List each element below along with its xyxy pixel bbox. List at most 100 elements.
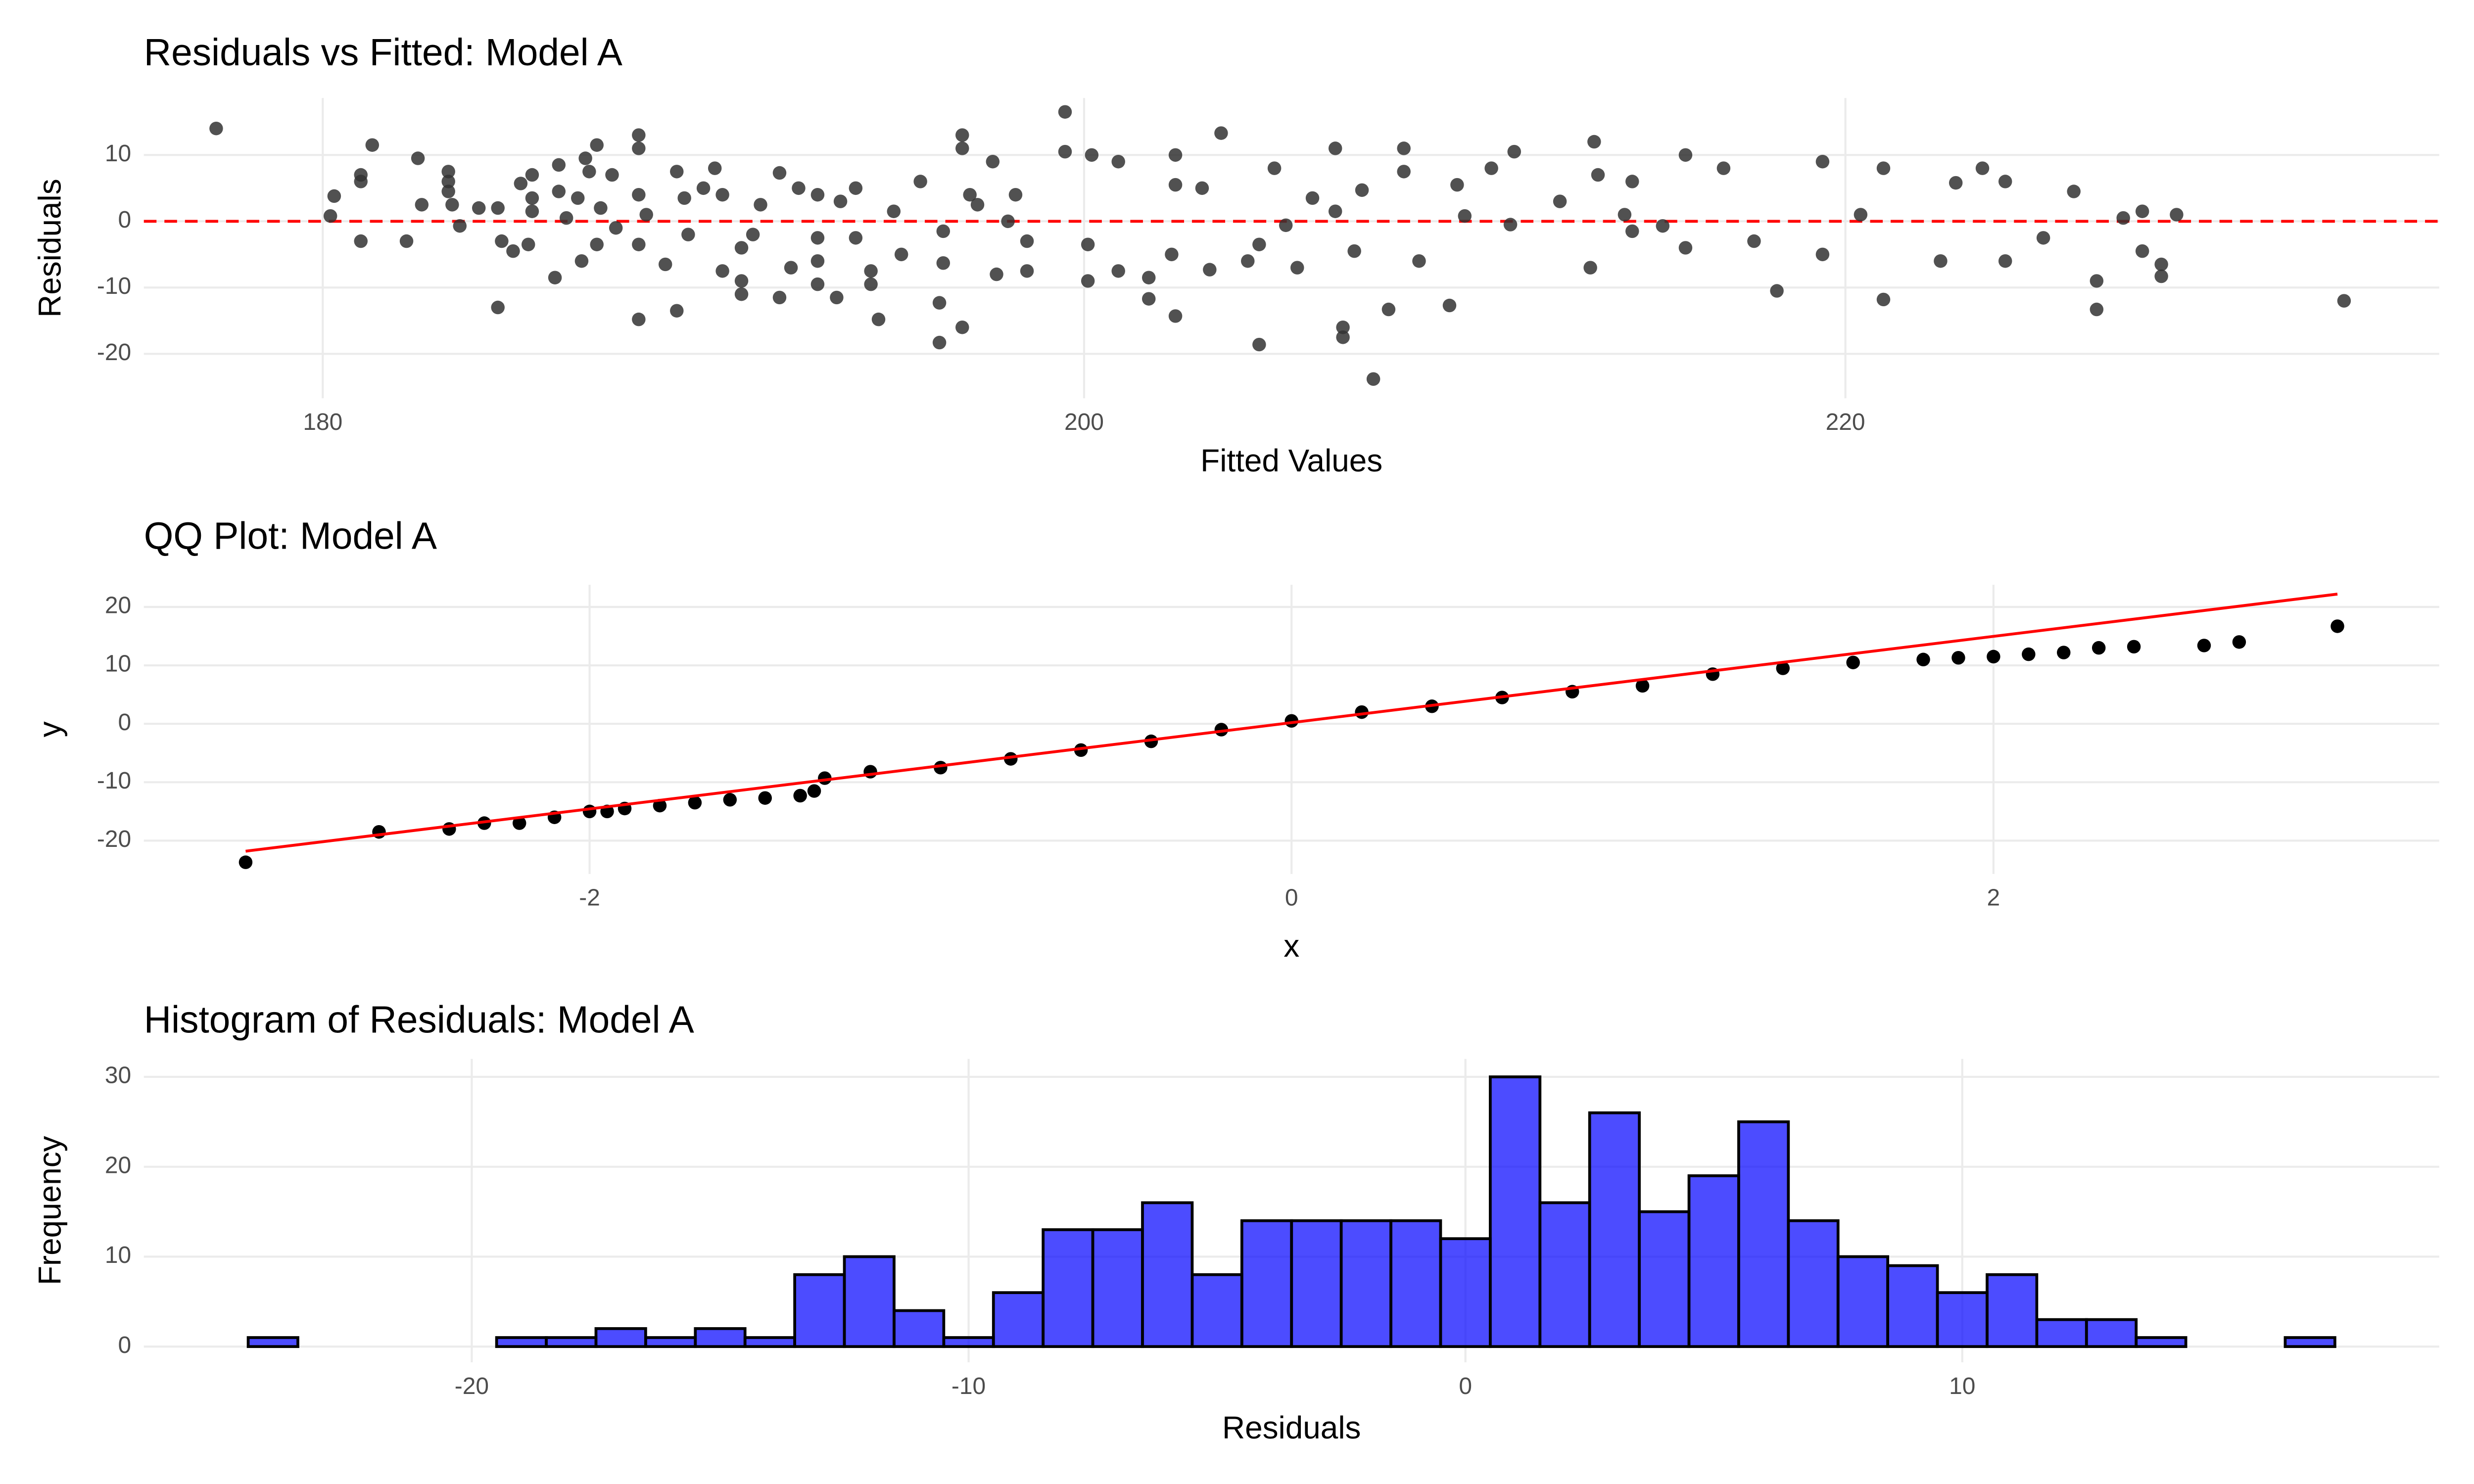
- y-tick-label: 20: [105, 593, 131, 619]
- bar: [793, 1273, 846, 1348]
- point: [1111, 154, 1125, 169]
- point: [1081, 274, 1095, 288]
- y-tick-label: 10: [105, 1242, 131, 1268]
- point: [1165, 247, 1179, 262]
- bar: [1141, 1201, 1194, 1348]
- point: [1876, 292, 1891, 307]
- point: [1747, 234, 1761, 248]
- point: [354, 175, 368, 188]
- point: [559, 211, 573, 225]
- point: [548, 271, 562, 284]
- point: [574, 254, 589, 268]
- bar: [1638, 1210, 1691, 1348]
- y-axis-label: y: [32, 721, 67, 737]
- bar: [2085, 1318, 2138, 1348]
- point: [1168, 178, 1183, 192]
- point: [784, 261, 798, 275]
- point: [1507, 144, 1522, 159]
- point: [1144, 734, 1158, 748]
- x-tick-label: 200: [1064, 409, 1104, 435]
- point: [2337, 294, 2351, 308]
- point: [495, 234, 509, 248]
- point: [1503, 218, 1518, 232]
- point: [1716, 161, 1731, 175]
- point: [1328, 141, 1342, 155]
- point: [887, 204, 901, 218]
- point: [1290, 261, 1304, 275]
- point: [1846, 655, 1860, 669]
- point: [810, 231, 825, 245]
- bar: [1290, 1219, 1343, 1348]
- point: [2116, 211, 2130, 225]
- point: [1252, 237, 1266, 251]
- point: [632, 312, 646, 326]
- point: [415, 198, 429, 212]
- point: [609, 221, 623, 235]
- point: [2090, 302, 2104, 317]
- point: [1008, 187, 1023, 202]
- point: [2197, 639, 2211, 652]
- point: [1678, 241, 1693, 255]
- point: [1625, 224, 1639, 238]
- point: [1815, 247, 1830, 262]
- point: [1058, 105, 1072, 119]
- point: [441, 175, 455, 188]
- point: [491, 300, 505, 315]
- point: [1020, 264, 1034, 278]
- point: [590, 138, 604, 152]
- point: [512, 816, 526, 830]
- bar: [1936, 1291, 1989, 1348]
- point: [1450, 178, 1464, 192]
- point: [582, 165, 596, 179]
- point: [754, 198, 767, 212]
- point: [1279, 218, 1293, 232]
- point: [807, 784, 821, 798]
- point: [1355, 183, 1369, 197]
- point: [632, 237, 646, 251]
- point: [864, 264, 878, 278]
- point: [658, 257, 672, 272]
- point: [793, 788, 807, 803]
- bar: [1339, 1219, 1392, 1348]
- point: [1081, 237, 1095, 251]
- point: [1553, 194, 1567, 208]
- point: [1458, 209, 1472, 223]
- point: [1854, 208, 1868, 222]
- point: [2036, 231, 2050, 245]
- bar: [1439, 1237, 1492, 1348]
- point: [1142, 271, 1156, 284]
- point: [990, 267, 1003, 281]
- bar: [1389, 1219, 1442, 1348]
- bar: [942, 1336, 995, 1348]
- point: [238, 855, 253, 869]
- point: [1916, 652, 1930, 667]
- point: [758, 791, 772, 805]
- y-axis-label: Frequency: [32, 1136, 67, 1285]
- x-tick-label: 220: [1826, 409, 1865, 435]
- point: [552, 158, 566, 172]
- point: [1876, 161, 1891, 175]
- point: [955, 320, 969, 334]
- point: [2154, 269, 2168, 283]
- x-tick-label: 0: [1285, 885, 1298, 911]
- point: [441, 185, 455, 198]
- bar: [2135, 1336, 2188, 1348]
- point: [863, 765, 877, 779]
- bar: [594, 1327, 647, 1348]
- reference-line: [245, 593, 2338, 853]
- bar: [495, 1336, 548, 1348]
- point: [1397, 165, 1411, 179]
- point: [2127, 640, 2141, 654]
- bar: [743, 1336, 796, 1348]
- point: [578, 151, 592, 165]
- point: [1656, 219, 1670, 233]
- point: [594, 201, 608, 215]
- bar: [843, 1255, 896, 1348]
- point: [1484, 161, 1498, 175]
- x-tick-label: -10: [952, 1373, 986, 1399]
- bar: [1986, 1273, 2039, 1348]
- point: [1618, 208, 1632, 222]
- bar: [545, 1336, 598, 1348]
- point: [849, 231, 863, 245]
- point: [772, 290, 787, 305]
